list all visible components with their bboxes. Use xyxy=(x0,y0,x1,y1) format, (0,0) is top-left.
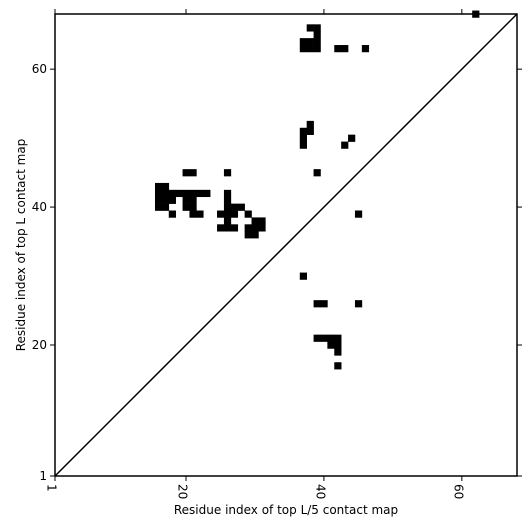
contact-cell xyxy=(168,189,176,198)
y-tick-label: 1 xyxy=(39,469,47,483)
contact-cell xyxy=(244,210,252,218)
contact-cell xyxy=(313,24,321,32)
contact-cell xyxy=(189,169,197,177)
contact-cell xyxy=(299,38,307,46)
contact-cell xyxy=(161,203,170,211)
contact-cell xyxy=(334,334,342,342)
contact-cell xyxy=(223,210,232,218)
contact-cell xyxy=(154,196,163,204)
contact-cell xyxy=(354,210,363,218)
plot-frame xyxy=(54,13,518,477)
contact-cell xyxy=(223,217,232,225)
contact-cell xyxy=(313,334,321,342)
contact-cell xyxy=(154,182,163,191)
contact-cell xyxy=(306,127,314,135)
contact-cell xyxy=(334,341,342,349)
contact-cell xyxy=(313,31,321,39)
contact-cell xyxy=(230,210,239,218)
contact-cell xyxy=(189,189,197,198)
contact-cell xyxy=(244,224,252,232)
contact-cell xyxy=(196,189,204,198)
contact-cell xyxy=(327,341,335,349)
contact-cell xyxy=(223,169,232,177)
contact-cell xyxy=(161,189,170,198)
contact-cell xyxy=(320,300,328,308)
contact-cell xyxy=(258,224,266,232)
contact-cell xyxy=(327,334,335,342)
contact-cell xyxy=(299,141,307,149)
contact-cell xyxy=(299,272,307,280)
contact-cell xyxy=(313,45,321,53)
contact-cell xyxy=(182,203,190,211)
contact-cell xyxy=(196,210,204,218)
contact-cell xyxy=(334,45,342,53)
contact-cell xyxy=(306,120,314,129)
contact-cell xyxy=(161,196,170,204)
contact-cell xyxy=(299,134,307,142)
contact-cell xyxy=(361,45,370,53)
contact-cell xyxy=(189,210,197,218)
contact-cell xyxy=(223,196,232,204)
contact-cell xyxy=(313,38,321,46)
contact-cell xyxy=(223,189,232,198)
y-tick-label: 40 xyxy=(32,200,47,214)
contact-cell xyxy=(334,362,342,370)
x-tick-label: 40 xyxy=(313,484,327,499)
contact-cell xyxy=(334,348,342,356)
x-tick-label: 20 xyxy=(176,484,190,499)
contact-cell xyxy=(175,189,183,198)
contact-cell xyxy=(348,134,356,142)
contact-cell xyxy=(341,141,349,149)
contact-cell xyxy=(341,45,349,53)
contact-cell xyxy=(251,224,259,232)
diagonal-line xyxy=(54,13,518,477)
axis-ticks: 1 20 40 60 1 20 40 60 xyxy=(32,9,522,499)
contact-cell xyxy=(299,127,307,135)
contact-cell xyxy=(223,203,232,211)
contact-cell xyxy=(306,45,314,53)
contact-cell xyxy=(230,203,239,211)
y-tick-label: 20 xyxy=(32,338,47,352)
contact-cell xyxy=(189,203,197,211)
contact-cell xyxy=(306,24,314,32)
contact-cell xyxy=(182,196,190,204)
contact-cell xyxy=(217,224,225,232)
contact-cell xyxy=(237,203,245,211)
contact-cells xyxy=(154,10,480,370)
contact-cell xyxy=(182,169,190,177)
y-axis-title: Residue index of top L contact map xyxy=(14,139,28,352)
contact-cell xyxy=(320,334,328,342)
contact-cell xyxy=(189,196,197,204)
contact-cell xyxy=(313,300,321,308)
contact-cell xyxy=(168,210,176,218)
x-tick-label: 1 xyxy=(45,484,59,492)
x-tick-label: 60 xyxy=(451,484,465,499)
contact-cell xyxy=(182,189,190,198)
contact-cell xyxy=(251,217,259,225)
contact-cell xyxy=(154,203,163,211)
contact-cell xyxy=(354,300,363,308)
contact-cell xyxy=(313,169,321,177)
contact-cell xyxy=(230,224,239,232)
contact-cell xyxy=(244,231,252,239)
contact-cell xyxy=(299,45,307,53)
y-tick-label: 60 xyxy=(32,62,47,76)
contact-cell xyxy=(251,231,259,239)
contact-cell xyxy=(223,224,232,232)
contact-cell xyxy=(203,189,211,198)
contact-cell xyxy=(217,210,225,218)
contact-cell xyxy=(168,196,176,204)
contact-cell xyxy=(258,217,266,225)
contact-cell xyxy=(161,182,170,191)
contact-cell xyxy=(154,189,163,198)
contact-cell xyxy=(306,38,314,46)
x-axis-title: Residue index of top L/5 contact map xyxy=(174,503,398,517)
